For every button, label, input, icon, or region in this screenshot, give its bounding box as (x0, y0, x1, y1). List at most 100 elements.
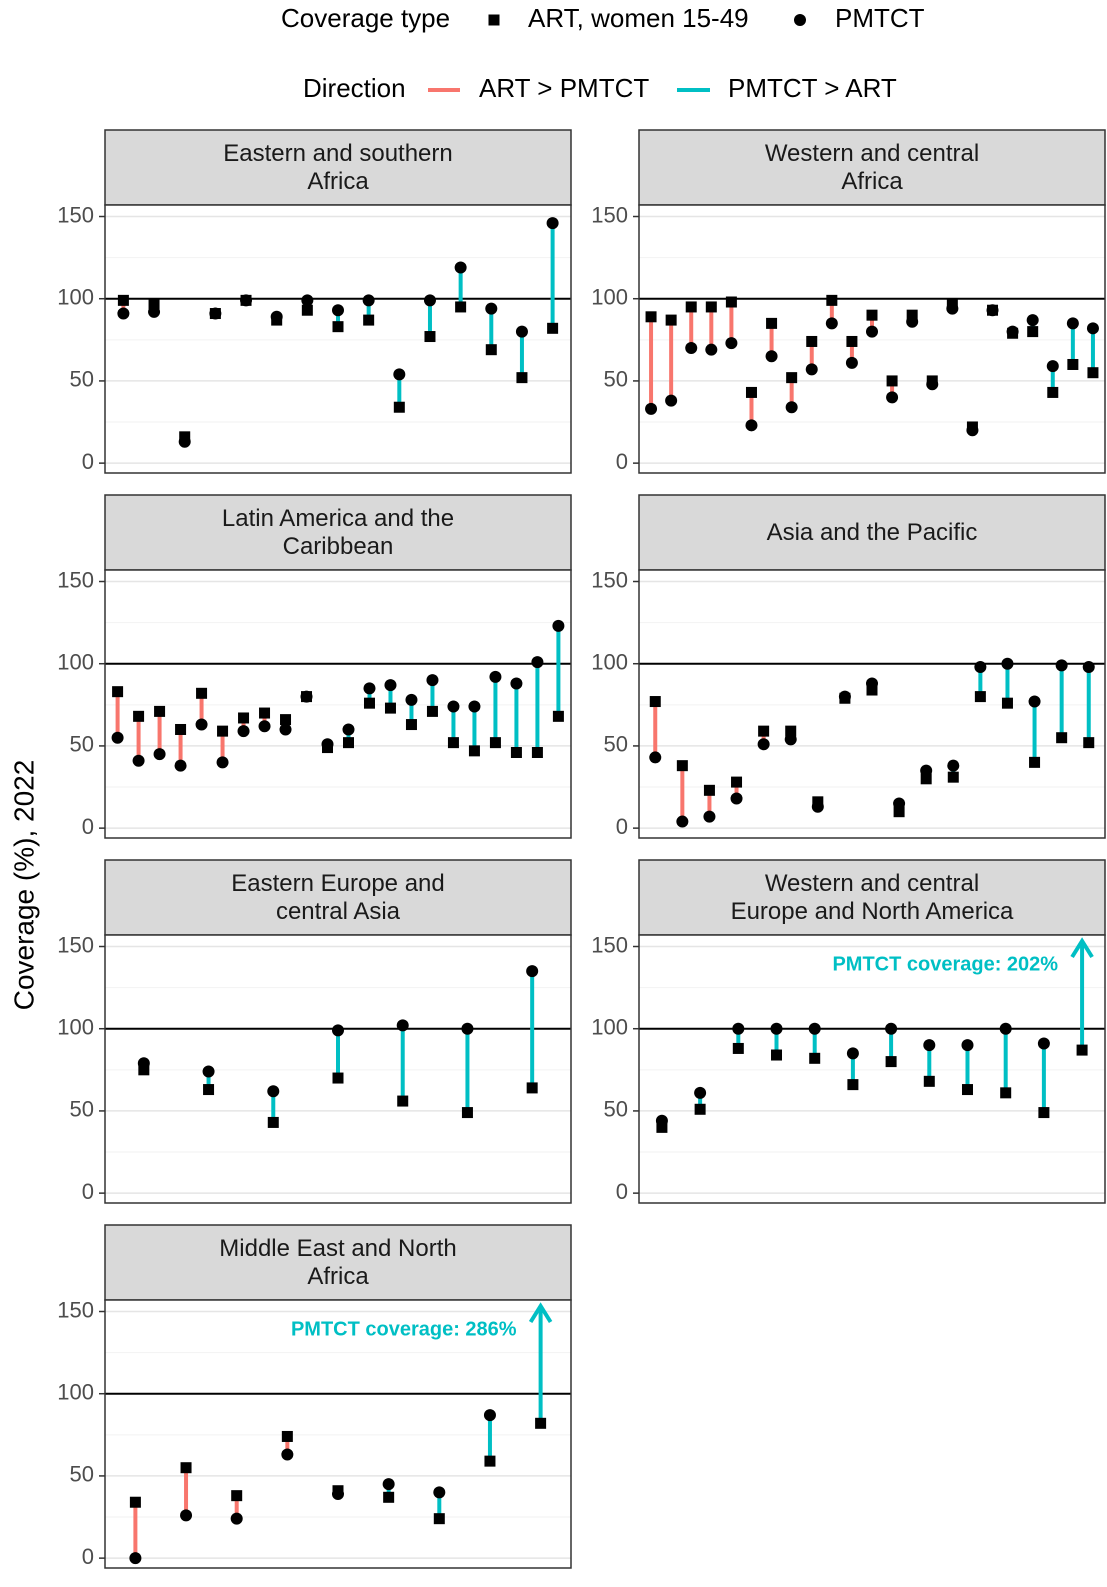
pmtct-point (202, 1065, 215, 1078)
pmtct-point (531, 656, 544, 669)
art-point (489, 737, 501, 749)
panel-marks (649, 657, 1095, 828)
art-point (1067, 358, 1079, 370)
art-point (806, 335, 818, 347)
pmtct-point (281, 1448, 294, 1461)
art-point (393, 401, 405, 413)
pmtct-point (785, 401, 798, 414)
pmtct-point (645, 402, 658, 415)
art-point (138, 1064, 150, 1076)
strip (104, 859, 572, 936)
art-point (947, 771, 959, 783)
y-tick-label: 0 (616, 814, 628, 839)
pmtct-point (468, 700, 481, 713)
y-tick-label: 0 (82, 814, 94, 839)
strip (638, 859, 1106, 936)
art-point (732, 1042, 744, 1054)
art-point (547, 322, 559, 334)
y-tick-label: 150 (591, 567, 628, 592)
art-point (974, 691, 986, 703)
pmtct-point (838, 690, 851, 703)
art-point (1056, 732, 1068, 744)
art-point (217, 725, 229, 737)
y-tick-label: 0 (82, 449, 94, 474)
pmtct-point (730, 792, 743, 805)
pmtct-point (393, 368, 406, 381)
pmtct-point (195, 718, 208, 731)
art-point (301, 304, 313, 316)
art-point (893, 806, 905, 818)
pmtct-point (526, 965, 539, 978)
y-tick-label: 0 (82, 1179, 94, 1204)
pmtct-point (923, 1039, 936, 1052)
art-point (231, 1490, 243, 1502)
art-point (1001, 697, 1013, 709)
art-point (447, 737, 459, 749)
pmtct-point (999, 1022, 1012, 1035)
art-point (461, 1107, 473, 1119)
panel-title: Latin America and the Caribbean (221, 504, 455, 560)
pmtct-point (485, 302, 498, 315)
pmtct-point (974, 661, 987, 674)
pmtct-point (825, 317, 838, 330)
art-point (281, 1430, 293, 1442)
art-point (133, 710, 145, 722)
art-point (1087, 367, 1099, 379)
pmtct-point (382, 1478, 395, 1491)
pmtct-point (332, 304, 344, 317)
pmtct-point (770, 1022, 783, 1035)
art-point (148, 298, 160, 310)
plot-background (639, 935, 1105, 1203)
panel-border (638, 569, 1106, 839)
annotation: PMTCT coverage: 286% (291, 1318, 517, 1340)
pmtct-point (1086, 322, 1099, 335)
art-point (397, 1095, 409, 1107)
panel-title: Eastern and southern Africa (223, 139, 453, 195)
art-point (920, 773, 932, 785)
art-point (866, 684, 878, 696)
art-point (424, 331, 436, 343)
art-point (676, 760, 688, 772)
art-point (826, 294, 838, 306)
art-point (332, 1072, 344, 1084)
panel-border (104, 204, 572, 474)
y-tick-label: 150 (57, 202, 94, 227)
pmtct-point (649, 751, 662, 764)
panel-border (104, 934, 572, 1204)
art-point (923, 1075, 935, 1087)
pmtct-point (725, 337, 738, 350)
pmtct-point (240, 294, 253, 307)
pmtct-point (808, 1022, 821, 1035)
pmtct-point (947, 759, 960, 772)
pmtct-point (866, 325, 878, 338)
pmtct-point (111, 731, 124, 744)
art-point (656, 1121, 668, 1133)
pmtct-point (655, 1114, 668, 1127)
y-tick-label: 150 (591, 202, 628, 227)
panel-border (104, 569, 572, 839)
pmtct-point (153, 748, 166, 761)
art-point (535, 1417, 547, 1429)
panel-border (638, 204, 1106, 474)
y-tick-label: 0 (616, 449, 628, 474)
art-point (645, 311, 657, 323)
y-tick-label: 100 (57, 1015, 94, 1040)
pmtct-point (546, 217, 559, 230)
art-point (363, 314, 375, 326)
art-point (1038, 1107, 1050, 1119)
art-point (280, 714, 292, 726)
y-axis-label: Coverage (%), 2022 (8, 760, 39, 1011)
y-tick-label: 50 (70, 1462, 94, 1487)
pmtct-point (300, 690, 313, 703)
y-tick-label: 50 (604, 1097, 628, 1122)
y-tick-label: 100 (591, 650, 628, 675)
art-point (175, 723, 187, 735)
legend-marker (488, 14, 500, 26)
panel-marks (137, 965, 539, 1128)
strip (104, 494, 572, 571)
pmtct-point (178, 435, 191, 448)
art-point (961, 1084, 973, 1096)
art-point (332, 321, 344, 333)
pmtct-point (132, 754, 145, 767)
